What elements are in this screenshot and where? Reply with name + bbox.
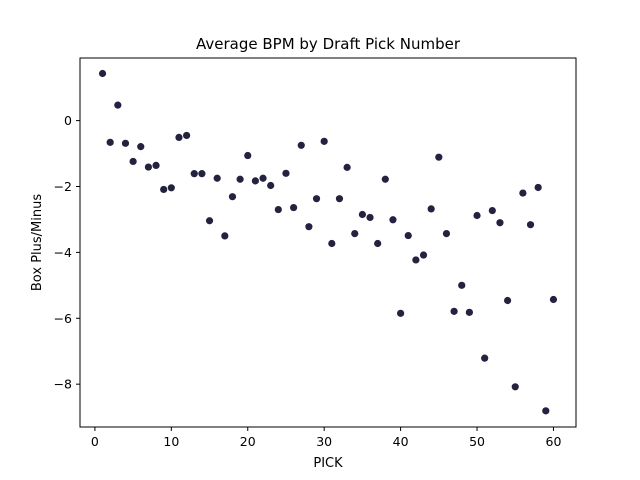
data-point [267,181,275,190]
data-point [312,195,321,203]
x-tick-label: 20 [240,434,256,449]
y-tick-label: −8 [54,377,72,392]
data-point [236,175,244,183]
y-axis: −8 −6 −4 −2 0 [54,113,80,392]
data-point [175,133,183,142]
data-point [542,407,550,415]
data-point [282,169,290,177]
data-point [389,216,397,224]
data-point [190,170,198,178]
data-point [259,174,267,182]
y-tick-label: −6 [54,311,72,326]
data-point [328,239,336,248]
data-point [481,354,489,362]
data-point [106,138,114,146]
data-point [526,221,535,229]
data-point [404,231,412,240]
data-point [397,309,405,317]
data-point [251,177,259,185]
data-point [427,205,435,213]
data-point [213,174,221,182]
x-axis: 0 10 20 30 40 50 60 [91,427,562,449]
data-point [144,163,153,171]
data-point [129,157,137,166]
data-point [450,307,458,315]
data-point [465,308,473,316]
x-tick-label: 30 [316,434,332,449]
data-point [98,69,107,78]
x-tick-label: 60 [546,434,562,449]
y-axis-label: Box Plus/Minus [30,194,45,291]
data-point [137,143,145,151]
data-point [511,383,519,391]
data-point [412,256,420,264]
data-point [419,251,428,259]
data-point [114,101,122,109]
data-point [335,195,344,203]
data-point [351,230,359,238]
data-point [198,170,206,178]
data-point [534,183,542,192]
data-point [519,189,527,197]
y-tick-label: 0 [64,113,72,128]
x-tick-label: 50 [469,434,485,449]
y-tick-label: −4 [54,245,72,260]
data-point [343,163,351,171]
data-point [320,137,328,145]
data-point [228,193,237,201]
data-point [160,185,168,194]
data-point [442,230,451,238]
x-axis-label: PICK [313,456,343,471]
data-point [297,141,305,149]
data-point [121,139,130,147]
data-point [290,203,298,212]
data-point [473,211,481,220]
data-point [152,161,160,170]
data-point [549,295,558,304]
data-point [496,219,504,227]
data-point [374,239,382,248]
data-point [183,131,191,140]
x-tick-label: 40 [393,434,409,449]
data-point [366,213,374,222]
x-tick-label: 0 [91,434,99,449]
data-point [381,175,389,183]
x-tick-label: 10 [163,434,179,449]
data-point [167,184,175,192]
data-point [358,210,366,219]
chart-title: Average BPM by Draft Pick Number [196,35,461,53]
data-point [274,205,282,214]
data-point [458,281,466,289]
data-point [435,153,443,161]
plot-area-frame [79,57,577,428]
y-tick-label: −2 [54,179,72,194]
data-point [503,296,512,305]
data-point [205,217,214,225]
points-layer [98,69,558,415]
data-point [305,223,313,231]
data-point [488,206,496,215]
data-point [221,232,229,240]
data-point [244,151,252,160]
